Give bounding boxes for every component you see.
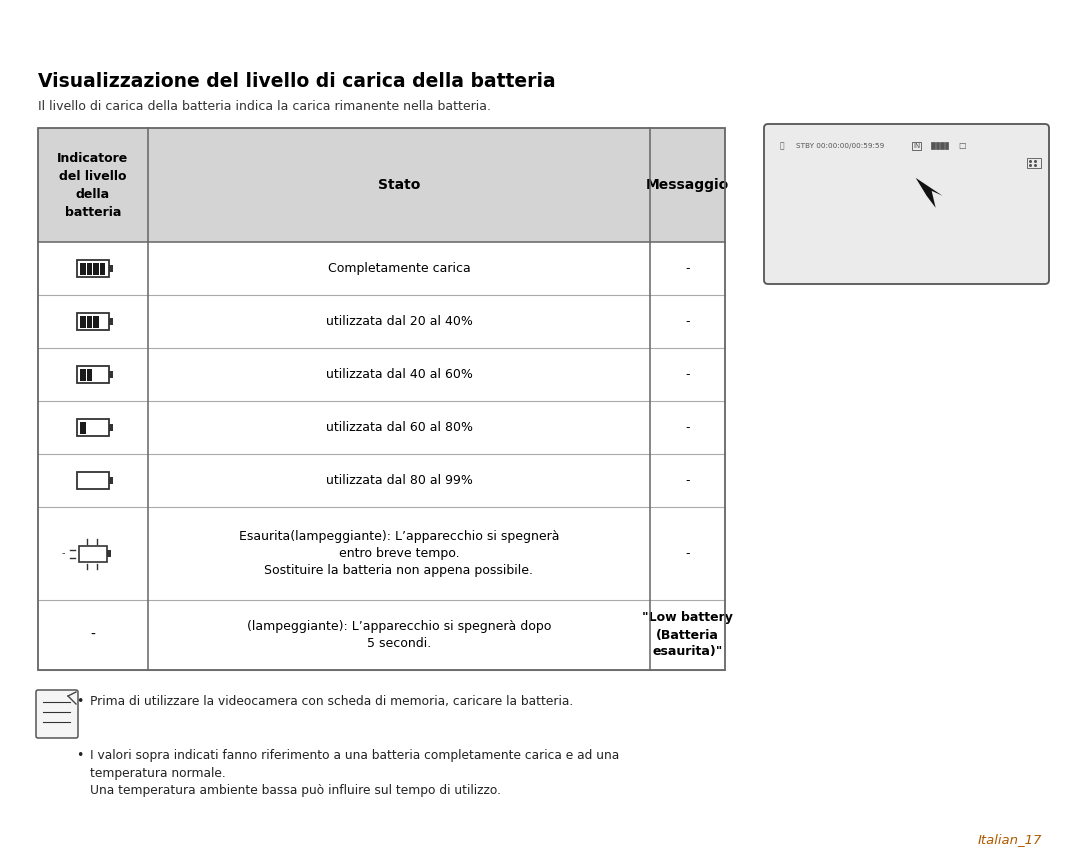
- Bar: [77, 260, 109, 277]
- Bar: [109, 265, 113, 273]
- Polygon shape: [916, 178, 943, 207]
- Text: Indicatore
del livello
della
batteria: Indicatore del livello della batteria: [57, 152, 129, 219]
- Text: •: •: [76, 695, 83, 708]
- Text: Il livello di carica della batteria indica la carica rimanente nella batteria.: Il livello di carica della batteria indi…: [38, 100, 491, 113]
- Bar: [109, 477, 113, 484]
- Bar: [86, 369, 92, 380]
- Bar: [79, 545, 107, 562]
- Bar: [107, 550, 110, 557]
- Text: Messaggio: Messaggio: [646, 178, 729, 192]
- Text: "Low battery
(Batteria
esaurita)": "Low battery (Batteria esaurita)": [643, 611, 733, 659]
- Text: Visualizzazione del livello di carica della batteria: Visualizzazione del livello di carica de…: [38, 72, 555, 91]
- Text: utilizzata dal 20 al 40%: utilizzata dal 20 al 40%: [325, 315, 472, 328]
- Text: -: -: [685, 368, 690, 381]
- Text: -: -: [685, 421, 690, 434]
- Text: Completamente carica: Completamente carica: [327, 262, 471, 275]
- Bar: [86, 315, 92, 327]
- Bar: [109, 424, 113, 431]
- Text: -: -: [685, 474, 690, 487]
- Text: utilizzata dal 80 al 99%: utilizzata dal 80 al 99%: [325, 474, 472, 487]
- Bar: [109, 318, 113, 326]
- Text: Stato: Stato: [378, 178, 420, 192]
- Bar: [86, 262, 92, 274]
- FancyBboxPatch shape: [764, 124, 1049, 284]
- Bar: [80, 262, 85, 274]
- Bar: [77, 419, 109, 436]
- Text: IN: IN: [913, 143, 920, 149]
- Bar: [940, 142, 944, 149]
- Bar: [99, 262, 105, 274]
- Text: Italian_17: Italian_17: [977, 833, 1042, 846]
- Text: 📷: 📷: [780, 141, 785, 150]
- Text: -: -: [91, 628, 95, 642]
- Text: Prima di utilizzare la videocamera con scheda di memoria, caricare la batteria.: Prima di utilizzare la videocamera con s…: [90, 695, 573, 708]
- Text: utilizzata dal 40 al 60%: utilizzata dal 40 al 60%: [325, 368, 472, 381]
- Bar: [1027, 158, 1041, 168]
- Bar: [80, 422, 85, 433]
- FancyBboxPatch shape: [36, 690, 78, 738]
- Text: •: •: [76, 749, 83, 762]
- Text: -: -: [62, 549, 65, 558]
- Bar: [93, 262, 98, 274]
- Text: utilizzata dal 60 al 80%: utilizzata dal 60 al 80%: [325, 421, 473, 434]
- Text: (lampeggiante): L’apparecchio si spegnerà dopo
5 secondi.: (lampeggiante): L’apparecchio si spegner…: [247, 620, 551, 650]
- Text: Esaurita(lampeggiante): L’apparecchio si spegnerà
entro breve tempo.
Sostituire : Esaurita(lampeggiante): L’apparecchio si…: [239, 530, 559, 577]
- Text: -: -: [685, 547, 690, 560]
- Bar: [109, 371, 113, 378]
- Bar: [935, 142, 939, 149]
- Text: STBY 00:00:00/00:59:59: STBY 00:00:00/00:59:59: [796, 143, 885, 149]
- Text: -: -: [685, 262, 690, 275]
- Bar: [77, 472, 109, 489]
- Bar: [80, 369, 85, 380]
- Bar: [931, 142, 934, 149]
- Bar: [93, 315, 98, 327]
- Text: I valori sopra indicati fanno riferimento a una batteria completamente carica e : I valori sopra indicati fanno riferiment…: [90, 749, 619, 797]
- Bar: [80, 315, 85, 327]
- Text: -: -: [685, 315, 690, 328]
- Bar: [77, 313, 109, 330]
- Bar: [77, 366, 109, 383]
- Text: ☐: ☐: [958, 141, 966, 150]
- Bar: [38, 128, 725, 242]
- Bar: [945, 142, 948, 149]
